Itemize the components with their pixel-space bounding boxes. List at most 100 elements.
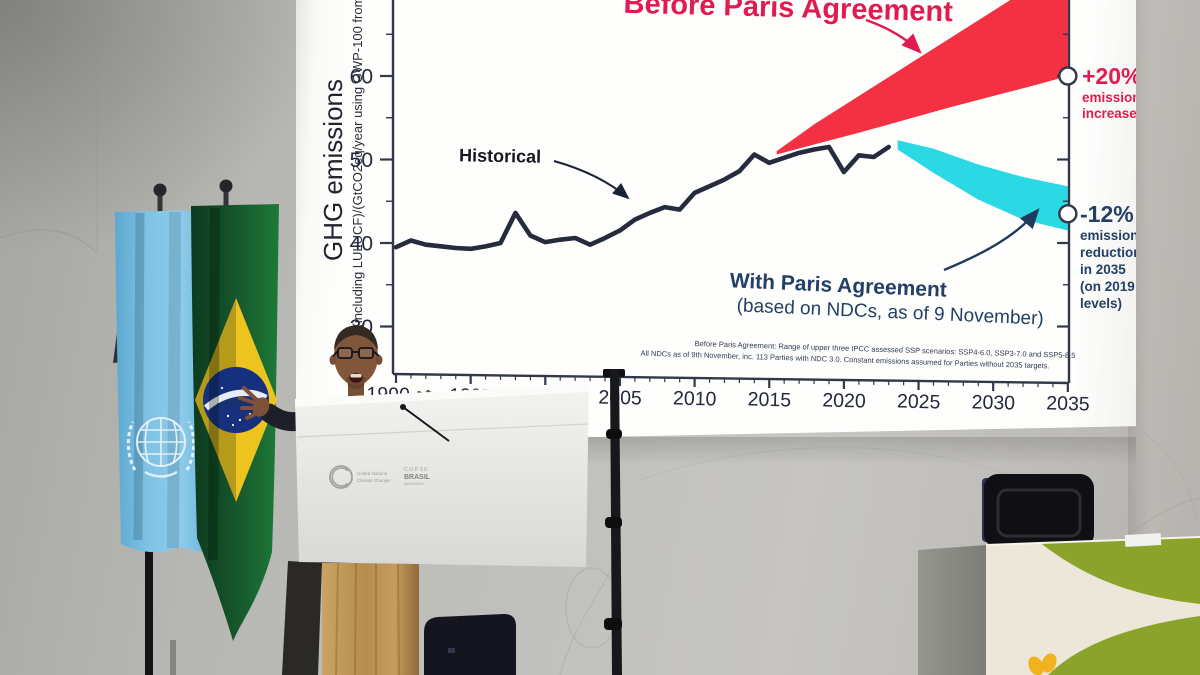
scenario-band-1	[897, 140, 1068, 231]
star	[220, 386, 224, 390]
historical-label: Historical	[459, 145, 541, 166]
reduction-line-4: (on 2019	[1080, 279, 1135, 294]
before-paris-arrow	[865, 18, 922, 54]
y-axis-title: GHG emissions	[318, 79, 348, 261]
glasses-lens-left	[337, 347, 353, 359]
unfccc-logo: United Nations Climate Change	[329, 465, 390, 489]
glasses-temple-left	[332, 350, 339, 357]
x-tick-label: 2015	[747, 388, 791, 411]
x-tick-label: 2025	[897, 390, 941, 413]
cop30-logo: COP30 BRASIL AMAZÔNIA	[404, 467, 431, 486]
grain	[335, 562, 339, 675]
un-emblem-meridians	[144, 418, 178, 466]
speaker-neck	[348, 382, 364, 398]
speaker-glasses	[332, 347, 380, 359]
desk-top-edge	[985, 536, 1200, 546]
desk-side-panel	[918, 545, 986, 675]
office-chair-stitching	[996, 488, 1082, 538]
tripod-joint-2	[605, 517, 622, 528]
un-flag-fold-1	[133, 212, 145, 541]
cop30-logo-text-3: AMAZÔNIA	[404, 481, 424, 486]
tripod-joint-3	[604, 618, 622, 630]
chart-plot-area: 3040506019901995200020052010201520202025…	[350, 0, 1090, 416]
desk-green-shape-top	[1038, 537, 1200, 604]
speaker-head	[334, 327, 378, 385]
podium-front-panel	[295, 384, 589, 567]
speaker-ear-right	[375, 355, 383, 365]
glasses-lens-right	[358, 347, 374, 359]
tripod-stand	[603, 369, 625, 675]
glasses-temple-right	[372, 350, 380, 357]
unfccc-logo-text-2: Climate Change	[357, 478, 390, 483]
brazil-flag-stars	[220, 386, 252, 427]
un-emblem-laurel-base	[144, 470, 178, 478]
star	[238, 418, 242, 422]
stage-chair-highlight	[448, 648, 455, 653]
increase-line-1: emissions	[1082, 90, 1136, 105]
unfccc-logo-circle	[329, 465, 353, 489]
speaker-teeth	[350, 374, 362, 378]
finger	[238, 396, 260, 406]
tripod-joint-1	[606, 429, 622, 439]
brazil-flag-fold	[208, 207, 220, 561]
ghg-emissions-chart: 3040506019901995200020052010201520202025…	[318, 0, 1136, 416]
un-emblem	[126, 417, 196, 478]
x-tick-label: 2035	[1046, 392, 1090, 415]
podium-shadow-strip	[282, 561, 322, 675]
end-marker-1	[1058, 204, 1078, 224]
star	[226, 414, 230, 418]
with-paris-arrow	[943, 208, 1040, 272]
scenario-band-0	[776, 0, 1068, 155]
end-marker-0	[1058, 66, 1078, 86]
historical-arrow	[553, 160, 630, 200]
podium-wood-base	[322, 563, 419, 675]
un-emblem-laurel-right	[185, 421, 196, 471]
y-tick-label: 40	[350, 233, 373, 256]
podium: United Nations Climate Change COP30 BRAS…	[282, 384, 589, 675]
panel-desk-area	[918, 474, 1200, 675]
brazil-flag-motto: ORDEM E PROGRESSO	[216, 397, 255, 406]
cop30-logo-text-1: COP30	[404, 467, 429, 473]
wall-curve-left	[0, 229, 97, 253]
desk-artwork	[1028, 537, 1200, 675]
grain	[354, 562, 357, 675]
un-flag	[115, 183, 209, 553]
speaker-left-fingers	[238, 386, 261, 420]
increase-value: +20%	[1082, 63, 1136, 89]
historical-line	[393, 144, 891, 252]
x-tick-label: 2010	[673, 387, 717, 410]
desk-yellow-petal-1	[1028, 656, 1044, 675]
x-axis-line	[392, 372, 1070, 385]
un-emblem-laurel-left	[126, 421, 137, 471]
unfccc-logo-text-1: United Nations	[357, 471, 388, 476]
desk-yellow-petal-2	[1041, 653, 1057, 673]
un-flag-pole-top	[157, 196, 163, 214]
podium-microphone-boom	[402, 406, 450, 442]
reduction-line-5: levels)	[1080, 296, 1122, 311]
brazil-flag-banner	[203, 389, 268, 411]
office-chair-back	[984, 474, 1094, 548]
y-axis-subtitle: (including LULUCF)/(GtCO2eq/year using G…	[350, 0, 365, 327]
finger	[245, 410, 261, 420]
podium-top-lip	[295, 384, 589, 407]
stage-chair-behind-podium	[424, 614, 516, 675]
reduction-line-3: in 2035	[1080, 262, 1126, 277]
wall-curl-2	[559, 559, 616, 675]
brazil-flag-pole-top	[223, 192, 229, 208]
grain	[397, 562, 400, 675]
podium-wood-grain	[335, 562, 400, 675]
desk-green-shape-bottom	[1048, 616, 1200, 675]
brazil-flag-finial	[219, 179, 233, 193]
brazil-flag: ORDEM E PROGRESSO	[170, 179, 279, 675]
desk-name-plate	[1124, 533, 1162, 547]
reduction-line-2: reduction	[1080, 245, 1136, 260]
projection-screen: 3040506019901995200020052010201520202025…	[296, 0, 1136, 443]
un-flag-fold-2	[167, 211, 181, 549]
x-tick-label: 2005	[598, 386, 642, 409]
speaker-hair	[334, 325, 378, 350]
microphone-capsule	[400, 404, 406, 410]
un-flag-finial	[153, 183, 167, 197]
un-flag-cloth	[115, 210, 209, 553]
speaker-ear-left	[329, 355, 337, 365]
